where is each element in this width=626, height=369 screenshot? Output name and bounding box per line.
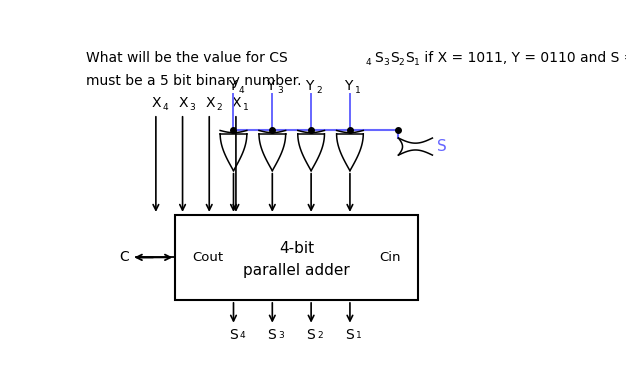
Text: 4: 4 <box>163 103 168 113</box>
Text: Y: Y <box>267 79 275 93</box>
Text: Cout: Cout <box>192 251 223 264</box>
Text: 3: 3 <box>189 103 195 113</box>
Text: 1: 1 <box>355 86 361 96</box>
Text: X: X <box>152 96 162 110</box>
Text: 3: 3 <box>278 331 284 340</box>
Text: S: S <box>306 328 315 342</box>
Text: S: S <box>228 328 237 342</box>
Text: if X = 1011, Y = 0110 and S = 1? Your answer: if X = 1011, Y = 0110 and S = 1? Your an… <box>420 51 626 65</box>
Text: 4-bit: 4-bit <box>279 241 314 256</box>
Text: Y: Y <box>228 79 236 93</box>
Text: X: X <box>178 96 188 110</box>
Text: 3: 3 <box>277 86 283 96</box>
Text: X: X <box>205 96 215 110</box>
Text: S: S <box>390 51 399 65</box>
Text: S: S <box>405 51 414 65</box>
Text: 3: 3 <box>383 58 389 68</box>
Text: 4: 4 <box>366 58 371 68</box>
Text: 2: 2 <box>317 331 322 340</box>
Text: X: X <box>232 96 242 110</box>
Text: 4: 4 <box>239 331 245 340</box>
Text: S: S <box>374 51 383 65</box>
Text: must be a 5 bit binary number.: must be a 5 bit binary number. <box>86 74 301 88</box>
Text: S: S <box>267 328 276 342</box>
Text: 1: 1 <box>414 58 419 68</box>
Text: S: S <box>345 328 354 342</box>
Text: Y: Y <box>344 79 352 93</box>
Text: What will be the value for CS: What will be the value for CS <box>86 51 287 65</box>
Text: 2: 2 <box>316 86 322 96</box>
Text: parallel adder: parallel adder <box>243 263 350 277</box>
Text: 2: 2 <box>216 103 222 113</box>
Text: 2: 2 <box>398 58 404 68</box>
Text: S: S <box>437 139 447 154</box>
Text: 1: 1 <box>243 103 249 113</box>
Text: C: C <box>120 251 129 264</box>
Bar <box>175 215 418 300</box>
Text: Y: Y <box>305 79 314 93</box>
Text: Cin: Cin <box>379 251 401 264</box>
Text: 1: 1 <box>356 331 361 340</box>
Text: 4: 4 <box>239 86 244 96</box>
